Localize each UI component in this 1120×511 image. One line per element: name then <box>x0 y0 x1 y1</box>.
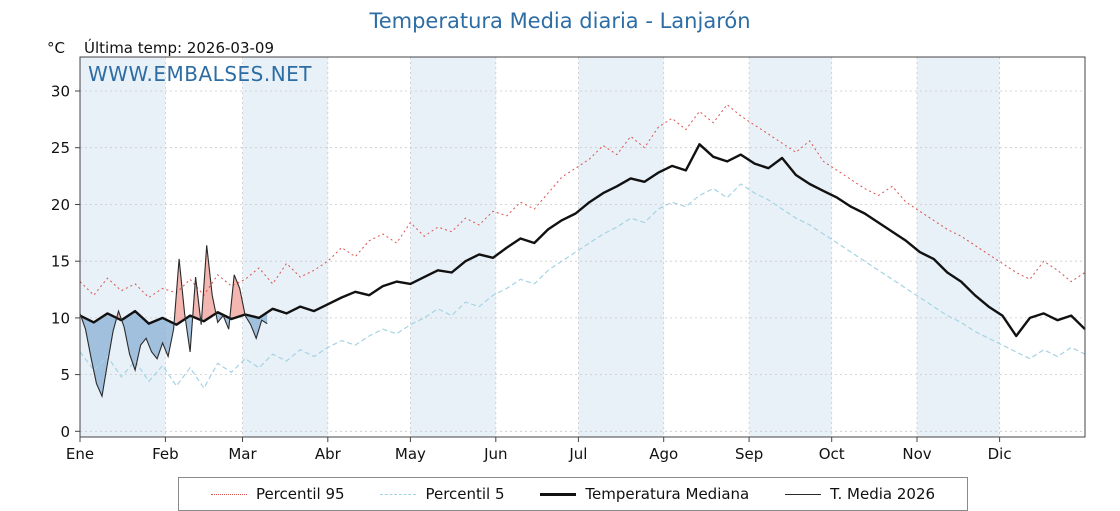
x-tick-label: Sep <box>735 445 763 463</box>
area-below-median <box>122 311 175 371</box>
area-above-median <box>202 245 217 322</box>
percentil-95-line <box>79 103 1086 299</box>
legend-label: Temperatura Mediana <box>585 485 750 503</box>
legend-item-mediana: Temperatura Mediana <box>540 485 749 503</box>
y-tick-label: 30 <box>51 83 70 101</box>
month-band <box>917 57 1000 437</box>
legend-item-percentil-95: Percentil 95 <box>210 485 345 503</box>
legend-box: Percentil 95 Percentil 5 Temperatura Med… <box>178 477 968 511</box>
temperature-chart: 0 5 10 15 20 25 30 Ene Feb Mar Abr May Jun Jul Ago Sep O… <box>51 56 1086 463</box>
mediana-line-sample <box>540 492 577 496</box>
x-tick-label: Jun <box>483 445 507 463</box>
month-band <box>410 57 496 437</box>
x-tick-label: Ene <box>66 445 94 463</box>
month-band <box>749 57 832 437</box>
x-tick-label: Ago <box>649 445 678 463</box>
t-media-2026-line-sample <box>785 493 822 495</box>
percentil-5-line-sample <box>380 493 417 495</box>
y-axis-unit-label: °C <box>47 39 65 57</box>
month-band <box>242 57 328 437</box>
y-tick-label: 20 <box>51 196 70 214</box>
y-tick-label: 10 <box>51 309 70 327</box>
area-below-median <box>245 312 268 339</box>
x-tick-label: Abr <box>315 445 342 463</box>
y-tick-label: 15 <box>51 253 70 271</box>
area-below-median <box>216 312 231 330</box>
legend-label: Percentil 95 <box>255 485 345 503</box>
month-band <box>578 57 664 437</box>
x-tick-label: Nov <box>902 445 931 463</box>
y-tick-label: 25 <box>51 139 70 157</box>
legend-item-t-media-2026: T. Media 2026 <box>785 485 935 503</box>
percentil-5-line <box>79 183 1086 390</box>
area-below-median <box>81 313 118 397</box>
percentil-95-line-sample <box>210 493 247 495</box>
area-below-median <box>186 314 193 352</box>
mediana-line <box>79 143 1086 338</box>
legend-item-percentil-5: Percentil 5 <box>380 485 505 503</box>
y-tick-label: 0 <box>60 423 70 441</box>
legend-label: Percentil 5 <box>425 485 505 503</box>
chart-title: Temperatura Media diaria - Lanjarón <box>369 9 751 33</box>
y-tick-label: 5 <box>60 366 70 384</box>
x-tick-label: May <box>395 445 426 463</box>
x-tick-label: Feb <box>152 445 179 463</box>
area-above-median <box>175 258 186 325</box>
area-above-median <box>230 274 246 319</box>
x-tick-label: Mar <box>228 445 257 463</box>
last-temp-label: Última temp: 2026-03-09 <box>84 39 275 57</box>
x-tick-label: Jul <box>568 445 587 463</box>
x-tick-label: Oct <box>819 445 845 463</box>
legend-label: T. Media 2026 <box>830 485 936 503</box>
plot-border <box>79 56 1086 438</box>
month-band <box>80 57 166 437</box>
watermark-text: WWW.EMBALSES.NET <box>88 62 313 86</box>
x-tick-label: Dic <box>988 445 1012 463</box>
t-media-2026-line <box>79 245 268 399</box>
